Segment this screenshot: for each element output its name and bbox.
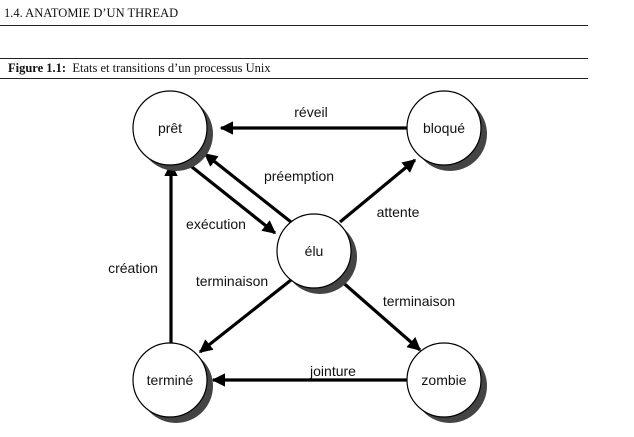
label-reveil: réveil: [294, 104, 327, 120]
node-elu-label: élu: [305, 243, 324, 259]
figure-caption: Figure 1.1: Etats et transitions d’un pr…: [8, 61, 271, 76]
edge-preemption: [203, 152, 292, 224]
label-jointure: jointure: [309, 363, 356, 379]
section-header: 1.4. ANATOMIE D’UN THREAD: [4, 6, 179, 20]
label-execution: exécution: [186, 216, 246, 232]
caption-rule-top: [0, 58, 588, 59]
header-rule: [0, 25, 588, 26]
node-zombie-label: zombie: [421, 372, 466, 388]
edge-execution: [186, 161, 277, 235]
label-creation: création: [108, 260, 158, 276]
edge-terminaison-left: [198, 278, 292, 354]
node-termine: [132, 342, 208, 418]
node-elu: [276, 213, 352, 289]
label-terminaison-left: terminaison: [196, 273, 268, 289]
label-attente: attente: [377, 204, 420, 220]
figure-label: Figure 1.1:: [8, 61, 67, 75]
node-pret: [132, 90, 208, 166]
edge-terminaison-right: [338, 278, 422, 352]
caption-rule-bottom: [0, 78, 588, 79]
node-bloque: [406, 90, 482, 166]
node-termine-label: terminé: [147, 372, 194, 388]
node-bloque-label: bloqué: [423, 120, 465, 136]
node-pret-label: prêt: [158, 120, 182, 136]
figure-caption-text: Etats et transitions d’un processus Unix: [72, 61, 271, 75]
edge-attente: [338, 158, 417, 224]
label-terminaison-right: terminaison: [383, 293, 455, 309]
node-zombie: [406, 342, 482, 418]
label-preemption: préemption: [264, 168, 334, 184]
